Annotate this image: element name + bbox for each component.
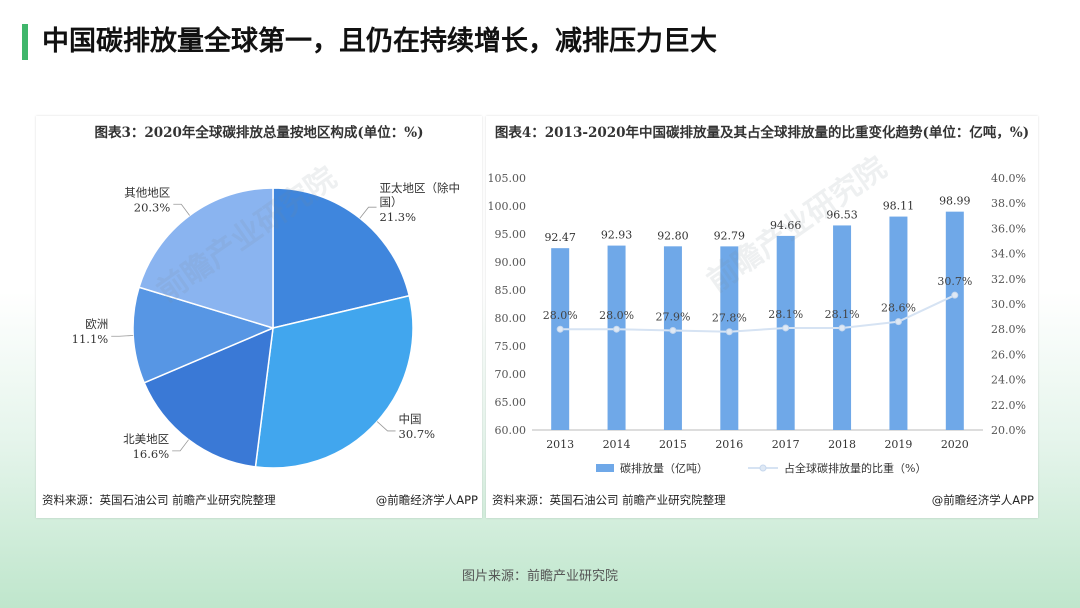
pie-slice [143, 326, 274, 468]
legend-line-marker [759, 464, 767, 472]
legend-bar-swatch [596, 464, 614, 472]
y-right-tick-label: 28.0% [991, 323, 1026, 336]
y-left-tick-label: 105.00 [488, 172, 527, 185]
x-tick-label: 2016 [715, 438, 743, 451]
pie-slice-label: 亚太地区（除中 [380, 181, 461, 195]
pie-leader-line [173, 203, 190, 216]
y-right-tick-label: 24.0% [991, 374, 1026, 387]
line-value-label: 27.9% [655, 310, 690, 323]
y-right-tick-label: 22.0% [991, 399, 1026, 412]
bar [551, 248, 570, 430]
line-point [556, 325, 564, 333]
pie-slice-value: 21.3% [380, 210, 417, 224]
bar-value-label: 96.53 [826, 208, 858, 221]
line-point [951, 291, 959, 299]
pie-slice [132, 286, 276, 384]
x-tick-label: 2018 [828, 438, 856, 451]
bar-value-label: 92.47 [544, 231, 576, 244]
line-point [725, 328, 733, 336]
combo-credit: @前瞻经济学人APP [931, 493, 1034, 507]
pie-slice-value: 30.7% [399, 427, 436, 441]
y-right-tick-label: 26.0% [991, 348, 1026, 361]
y-right-tick-label: 38.0% [991, 197, 1026, 210]
x-tick-label: 2019 [884, 438, 912, 451]
title-accent-bar [22, 24, 28, 60]
bar-value-label: 98.99 [939, 195, 971, 208]
pie-slice-label: 北美地区 [123, 432, 169, 446]
pie-leader-line [376, 421, 396, 432]
pie-leader-line [359, 206, 377, 219]
bar-value-label: 92.80 [657, 229, 689, 242]
bar-value-label: 92.93 [601, 229, 633, 242]
y-left-tick-label: 95.00 [495, 228, 527, 241]
bar [720, 246, 739, 430]
y-right-tick-label: 40.0% [991, 172, 1026, 185]
pie-slice-label: 欧洲 [85, 317, 108, 331]
footer-image-source: 图片来源：前瞻产业研究院 [461, 569, 618, 584]
y-left-tick-label: 90.00 [495, 256, 527, 269]
bar [607, 245, 626, 430]
pie-source-note: 资料来源：英国石油公司 前瞻产业研究院整理 [42, 493, 276, 507]
pie-slice-value: 11.1% [72, 332, 109, 346]
legend-bar-label: 碳排放量（亿吨） [620, 461, 708, 475]
line-point [669, 326, 677, 334]
line-point [838, 324, 846, 332]
y-right-tick-label: 30.0% [991, 298, 1026, 311]
pie-slice-value: 20.3% [134, 200, 171, 214]
pie-leader-line [172, 439, 189, 452]
line-point [782, 324, 790, 332]
y-right-tick-label: 36.0% [991, 222, 1026, 235]
line-value-label: 28.0% [543, 309, 578, 322]
y-right-tick-label: 32.0% [991, 273, 1026, 286]
y-left-tick-label: 70.00 [495, 368, 527, 381]
bar [945, 211, 964, 430]
y-left-tick-label: 75.00 [495, 340, 527, 353]
pie-slice-label: 国） [380, 195, 403, 209]
combo-source-note: 资料来源：英国石油公司 前瞻产业研究院整理 [492, 493, 726, 507]
pie-slice-label: 其他地区 [124, 185, 170, 199]
y-left-tick-label: 80.00 [495, 312, 527, 325]
pie-leader-line [111, 335, 134, 337]
pie-chart-title: 图表3：2020年全球碳排放总量按地区构成(单位：%) [94, 125, 424, 141]
bar-value-label: 94.66 [770, 219, 802, 232]
bar [663, 246, 682, 430]
line-point [894, 318, 902, 326]
bar-value-label: 92.79 [714, 229, 746, 242]
line-value-label: 28.1% [768, 308, 803, 321]
x-tick-label: 2014 [603, 438, 631, 451]
y-right-tick-label: 20.0% [991, 424, 1026, 437]
y-left-tick-label: 65.00 [495, 396, 527, 409]
bar [776, 235, 795, 430]
x-tick-label: 2020 [941, 438, 969, 451]
line-value-label: 28.6% [881, 302, 916, 315]
combo-chart-panel: 图表4：2013-2020年中国碳排放量及其占全球排放量的比重变化趋势(单位：亿… [486, 116, 1038, 518]
pie-slice-label: 中国 [399, 412, 422, 426]
pie-slice [138, 187, 274, 330]
pie-credit: @前瞻经济学人APP [375, 493, 478, 507]
combo-chart-title: 图表4：2013-2020年中国碳排放量及其占全球排放量的比重变化趋势(单位：亿… [494, 125, 1030, 141]
x-tick-label: 2015 [659, 438, 687, 451]
y-left-tick-label: 85.00 [495, 284, 527, 297]
bar-value-label: 98.11 [883, 200, 915, 213]
line-value-label: 28.1% [825, 308, 860, 321]
legend-line-label: 占全球碳排放量的比重（%） [784, 461, 926, 475]
pie-chart-panel: 图表3：2020年全球碳排放总量按地区构成(单位：%) 亚太地区（除中 国） 21.… [36, 116, 482, 518]
combo-chart: 60.00 65.00 70.00 75.00 80.00 85.00 90.00 95.00… [488, 172, 1026, 475]
line-series [560, 294, 956, 333]
y-left-tick-label: 100.00 [488, 200, 527, 213]
x-tick-label: 2013 [546, 438, 574, 451]
line-point [613, 325, 621, 333]
slide-title: 中国碳排放量全球第一，且仍在持续增长，减排压力巨大 [42, 26, 717, 57]
line-value-label: 30.7% [937, 275, 972, 288]
line-value-label: 28.0% [599, 309, 634, 322]
y-right-tick-label: 34.0% [991, 248, 1026, 261]
x-tick-label: 2017 [772, 438, 800, 451]
pie-slice-value: 16.6% [133, 447, 170, 461]
y-left-tick-label: 60.00 [495, 424, 527, 437]
line-value-label: 27.8% [712, 312, 747, 325]
